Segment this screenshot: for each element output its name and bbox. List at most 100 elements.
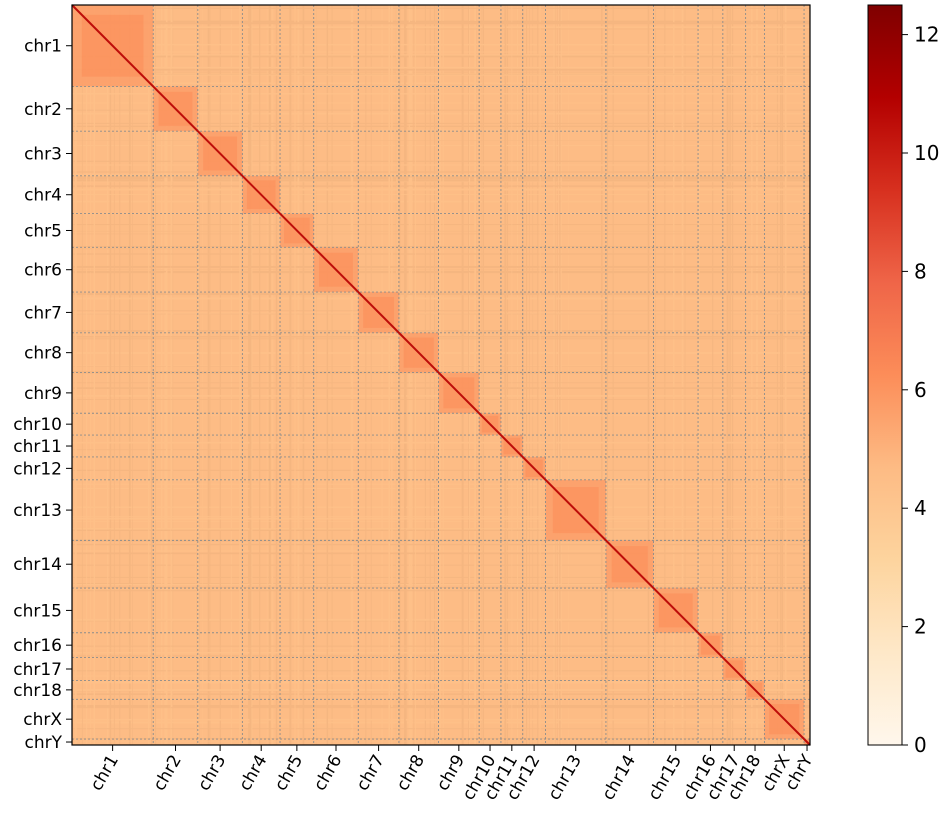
y-tick-label: chr11 — [13, 437, 62, 457]
heatmap-stripe — [72, 82, 810, 84]
heatmap-stripe — [72, 590, 810, 592]
heatmap-stripe — [107, 5, 109, 745]
heatmap-stripe — [72, 506, 810, 508]
heatmap-stripe — [396, 5, 398, 745]
colorbar-tick-label: 4 — [914, 496, 927, 520]
heatmap-stripe — [72, 705, 810, 707]
heatmap-stripe — [72, 618, 810, 621]
heatmap-stripe — [72, 270, 810, 273]
colorbar-tick-label: 8 — [914, 259, 927, 283]
heatmap-stripe — [72, 529, 810, 531]
heatmap-stripe — [81, 5, 83, 745]
y-tick-label: chr16 — [13, 636, 62, 656]
heatmap-stripe — [297, 5, 300, 745]
heatmap-stripe — [405, 5, 407, 745]
heatmap-stripe — [424, 5, 426, 745]
heatmap-stripe — [72, 737, 810, 739]
heatmap-stripe — [72, 109, 810, 111]
heatmap-stripe — [370, 5, 372, 745]
heatmap-stripe — [161, 5, 163, 745]
heatmap-stripe — [72, 521, 810, 522]
heatmap-stripe — [72, 583, 810, 585]
y-tick-label: chr12 — [13, 459, 62, 479]
heatmap-stripe — [74, 5, 77, 745]
heatmap-stripe — [72, 371, 810, 373]
heatmap-stripe — [553, 5, 555, 745]
heatmap-stripe — [72, 441, 810, 444]
heatmap-stripe — [72, 200, 810, 203]
colorbar-tick-label: 6 — [914, 378, 927, 402]
heatmap-stripe — [249, 5, 252, 745]
heatmap-stripe — [72, 528, 810, 529]
heatmap-stripe — [72, 102, 810, 104]
heatmap-stripe — [90, 5, 91, 745]
heatmap-stripe — [72, 171, 810, 173]
heatmap-stripe — [504, 5, 507, 745]
heatmap-stripe — [271, 5, 274, 745]
heatmap-stripe — [72, 516, 810, 518]
heatmap-stripe — [606, 5, 608, 745]
heatmap-stripe — [72, 5, 810, 7]
heatmap-stripe — [72, 483, 810, 485]
heatmap-stripe — [113, 5, 115, 745]
heatmap-stripe — [72, 310, 810, 312]
heatmap-stripe — [482, 5, 484, 745]
heatmap-stripe — [381, 5, 383, 745]
heatmap-stripe — [72, 689, 810, 692]
heatmap-stripe — [172, 5, 174, 745]
heatmap-stripe — [72, 655, 810, 657]
heatmap-stripe — [72, 178, 810, 180]
heatmap-stripe — [756, 5, 758, 745]
heatmap-stripe — [396, 5, 398, 745]
heatmap-stripe — [109, 5, 111, 745]
heatmap-stripe — [72, 248, 810, 250]
heatmap-stripe — [331, 5, 333, 745]
colorbar-ticks: 0 2 4 6 8 10 12 — [902, 23, 939, 757]
heatmap-stripe — [72, 177, 810, 180]
heatmap-stripe — [559, 5, 562, 745]
heatmap-stripe — [72, 645, 810, 647]
heatmap-stripe — [655, 5, 657, 745]
heatmap-stripe — [408, 5, 410, 745]
heatmap-stripe — [72, 265, 810, 268]
heatmap-stripe — [72, 144, 810, 147]
heatmap-stripe — [365, 5, 367, 745]
heatmap-stripe — [72, 449, 810, 451]
heatmap-stripe — [516, 5, 519, 745]
heatmap-stripe — [289, 5, 292, 745]
heatmap-stripe — [72, 181, 810, 183]
heatmap-stripe — [132, 5, 133, 745]
heatmap-stripe — [433, 5, 436, 745]
colorbar-tick-label: 10 — [914, 141, 939, 165]
heatmap-stripe — [72, 543, 810, 546]
x-tick-label: chr15 — [644, 752, 686, 804]
y-tick-label: chr15 — [13, 601, 62, 621]
heatmap-stripe — [72, 71, 810, 73]
heatmap-stripe — [72, 230, 810, 232]
heatmap-stripe — [532, 5, 534, 745]
heatmap-stripe — [251, 5, 253, 745]
heatmap-stripe — [165, 5, 168, 745]
heatmap-stripe — [72, 336, 810, 338]
heatmap-stripe — [712, 5, 714, 745]
heatmap-stripe — [86, 5, 88, 745]
heatmap-stripe — [72, 188, 810, 191]
colorbar-tick-label: 0 — [914, 733, 927, 757]
x-tick-label: chr8 — [393, 752, 429, 795]
heatmap-stripe — [72, 293, 810, 296]
heatmap-stripe — [72, 352, 810, 354]
heatmap-stripe — [751, 5, 753, 745]
heatmap-stripe — [72, 66, 810, 69]
heatmap-stripe — [72, 586, 810, 589]
heatmap-stripe — [248, 5, 250, 745]
diagonal-signal — [71, 4, 811, 746]
heatmap-stripe — [72, 670, 810, 672]
heatmap-stripe — [72, 528, 810, 531]
x-tick-label: chr13 — [544, 752, 586, 804]
heatmap-stripe — [197, 5, 200, 745]
heatmap-stripe — [72, 43, 810, 46]
y-tick-label: chr8 — [24, 344, 62, 364]
heatmap-stripe — [72, 122, 810, 124]
x-tick-label: chr2 — [150, 752, 186, 795]
heatmap-stripe — [239, 5, 241, 745]
